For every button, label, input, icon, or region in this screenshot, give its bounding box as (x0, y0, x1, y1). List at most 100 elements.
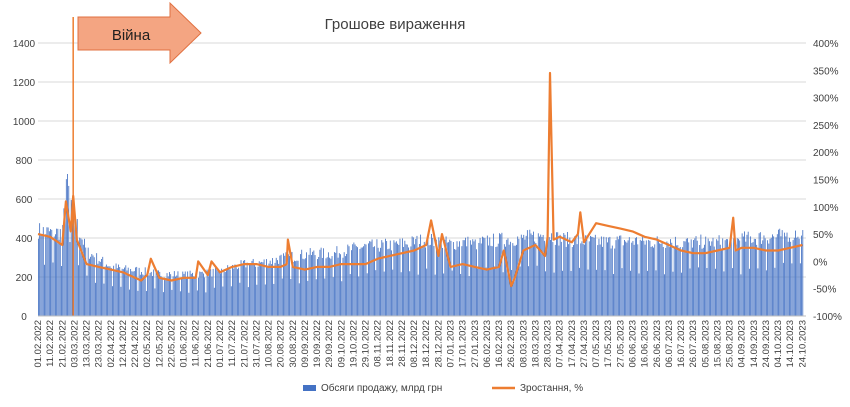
bar (229, 269, 231, 316)
bar (776, 234, 778, 316)
bar (545, 271, 546, 316)
bar (190, 273, 192, 316)
bar (394, 242, 396, 316)
bar (391, 250, 392, 316)
bar (75, 224, 77, 316)
bar (587, 269, 589, 316)
bar (753, 238, 755, 316)
x-tick-label: 22.05.2022 (167, 320, 178, 368)
bar (124, 267, 125, 316)
bar (670, 239, 671, 316)
bar (787, 241, 789, 316)
bar (640, 240, 642, 316)
x-tick-label: 06.06.2023 (628, 320, 639, 368)
bar (594, 234, 596, 316)
bar (257, 266, 259, 316)
bar (576, 244, 578, 316)
bar (232, 264, 233, 316)
bar (638, 273, 640, 316)
bar (602, 246, 604, 316)
bar (378, 251, 380, 316)
bar (472, 239, 474, 316)
bar (241, 263, 243, 316)
bar (59, 229, 61, 316)
bar (115, 263, 117, 316)
bar (696, 240, 698, 316)
bar (406, 244, 408, 316)
bar (432, 237, 434, 316)
bar (494, 266, 496, 316)
bar (270, 264, 272, 316)
bar (334, 252, 335, 316)
bar (491, 246, 493, 316)
bar (701, 248, 703, 316)
bar (793, 237, 795, 316)
bar (287, 254, 289, 316)
bar (571, 247, 573, 316)
bar (127, 267, 129, 316)
bar (98, 260, 100, 316)
bar (751, 242, 753, 316)
bar (377, 247, 379, 316)
bar (196, 290, 198, 316)
x-tick-label: 30.08.2022 (288, 320, 299, 368)
x-tick-label: 06.07.2023 (664, 320, 675, 368)
bar (303, 259, 305, 316)
bar (295, 261, 297, 316)
bar (45, 234, 47, 316)
bar (685, 238, 687, 316)
bar (503, 244, 505, 316)
bar (634, 238, 636, 316)
x-tick-label: 11.02.2022 (45, 320, 56, 367)
bar (750, 236, 752, 316)
bar (478, 242, 480, 316)
bar (547, 236, 549, 316)
bar (230, 286, 232, 316)
bar (608, 237, 610, 316)
bar (290, 278, 292, 316)
bar (193, 276, 195, 316)
bar (64, 206, 66, 316)
bar (748, 268, 750, 316)
bar (338, 253, 340, 316)
bar (442, 247, 443, 316)
legend-bar-label: Обсяги продажу, млрд грн (321, 382, 442, 394)
bar (171, 289, 173, 316)
bar (126, 270, 128, 316)
bar (312, 251, 314, 316)
bar (712, 237, 714, 316)
bar (63, 208, 65, 316)
bar (562, 270, 563, 316)
bar (409, 271, 411, 316)
bar (467, 236, 469, 316)
bar (76, 219, 78, 316)
bar (381, 240, 383, 316)
bar (552, 242, 554, 316)
bar (152, 276, 153, 316)
bar (301, 249, 303, 316)
bar (681, 272, 682, 316)
bar (167, 276, 169, 316)
bar (217, 269, 219, 316)
bar (104, 266, 106, 316)
bar (192, 272, 193, 316)
bar (247, 287, 249, 316)
bar (457, 246, 459, 316)
bar (405, 244, 407, 316)
x-tick-label: 27.01.2023 (470, 320, 481, 368)
bar (540, 234, 542, 316)
bar (357, 247, 358, 316)
bar (740, 274, 742, 316)
bar (604, 270, 606, 316)
x-tick-label: 18.12.2022 (421, 320, 432, 368)
bar (130, 268, 132, 316)
bar (548, 237, 550, 316)
bar (613, 274, 614, 316)
bar (211, 276, 213, 316)
bar (694, 238, 696, 316)
bar (102, 256, 104, 316)
bar (799, 263, 801, 316)
bar-series (38, 173, 804, 316)
chart-title: Грошове вираження (325, 16, 466, 33)
y-left-tick-label: 1000 (13, 117, 36, 128)
